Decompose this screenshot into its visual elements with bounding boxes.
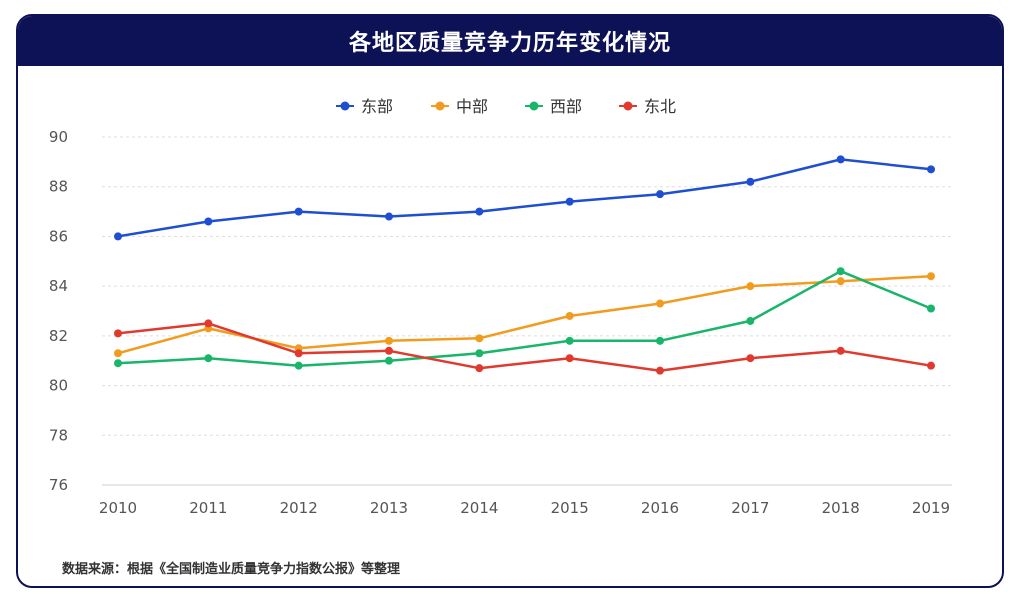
data-point [565,311,574,320]
data-point [294,361,303,370]
y-tick-label: 76 [49,476,68,494]
data-point [656,366,664,375]
data-source: 数据来源：根据《全国制造业质量竞争力指数公报》等整理 [62,562,401,577]
data-point [385,346,393,355]
x-tick-label: 2017 [731,499,769,517]
y-tick-label: 84 [49,277,68,295]
legend-marker [529,101,539,111]
y-tick-label: 80 [49,377,68,395]
data-point [114,232,122,241]
data-point [746,177,755,186]
data-point [656,336,664,345]
data-point [746,282,755,291]
data-point [475,349,484,358]
data-point [114,349,122,358]
series-line [117,269,932,367]
data-point [385,212,393,221]
data-point [836,346,845,355]
chart-title: 各地区质量竞争力历年变化情况 [18,16,1002,66]
data-point [385,336,393,345]
legend-label: 东部 [361,97,393,116]
data-point [114,329,122,338]
legend-marker [340,101,350,111]
data-point [746,354,755,363]
data-point [565,197,574,206]
data-point [475,334,484,343]
chart-card: 各地区质量竞争力历年变化情况 76 78 80 82 84 86 88 90 2010 2011 2… [16,14,1004,588]
legend-label: 中部 [456,97,488,116]
data-point [204,319,213,328]
x-tick-label: 2018 [822,499,860,517]
data-point [475,207,484,216]
x-tick-label: 2012 [280,499,318,517]
data-point [204,354,213,363]
data-point [204,217,213,226]
x-tick-label: 2015 [551,499,589,517]
data-point [114,359,122,368]
y-tick-label: 86 [49,227,68,245]
legend-label: 东北 [644,97,676,116]
data-point [836,277,845,286]
data-point [836,155,845,164]
data-point [927,304,935,313]
data-point [927,165,935,174]
legend-marker [623,101,633,111]
y-tick-label: 90 [49,128,68,146]
data-point [927,361,935,370]
data-point [475,364,484,373]
data-point [294,349,303,358]
legend-label: 西部 [550,97,582,116]
data-point [565,354,574,363]
data-point [656,299,664,308]
x-tick-label: 2016 [641,499,679,517]
data-point [927,272,935,281]
data-point [385,356,393,365]
data-point [836,267,845,276]
data-point [746,316,755,325]
data-point [656,190,664,199]
y-tick-label: 78 [49,426,68,444]
y-tick-label: 82 [49,327,68,345]
x-tick-label: 2019 [912,499,950,517]
data-point [565,336,574,345]
series-line [117,322,932,372]
legend-marker [435,101,445,111]
x-tick-label: 2010 [99,499,137,517]
data-point [294,207,303,216]
y-tick-label: 88 [49,178,68,196]
x-tick-label: 2013 [370,499,408,517]
x-tick-label: 2014 [460,499,498,517]
x-tick-label: 2011 [189,499,227,517]
line-chart: 76 78 80 82 84 86 88 90 2010 2011 2012 2013 2014 2015… [49,97,952,517]
series-line [117,158,932,238]
